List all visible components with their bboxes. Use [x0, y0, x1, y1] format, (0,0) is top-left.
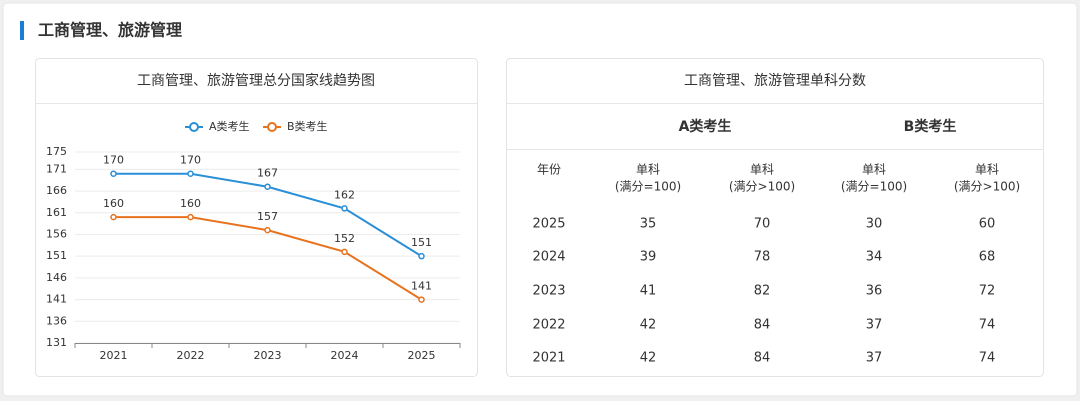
chart-title: 工商管理、旅游管理总分国家线趋势图: [137, 72, 375, 89]
table-cell: 2025: [532, 217, 565, 232]
y-tick-label: 131: [46, 336, 67, 349]
table-cell: 39: [640, 250, 657, 265]
table-cell: 42: [640, 351, 657, 366]
group-header: B类考生: [904, 118, 957, 135]
point: [110, 170, 117, 177]
column-header: 单科: [975, 163, 999, 177]
x-tick-label: 2021: [100, 349, 128, 362]
data-label: 157: [257, 210, 278, 223]
y-tick-label: 175: [46, 145, 67, 158]
table-cell: 74: [979, 351, 996, 366]
table-cell: 2023: [532, 284, 565, 299]
point: [187, 170, 194, 177]
table-panel: [506, 58, 1044, 377]
table-cell: 72: [979, 284, 996, 299]
table-cell: 68: [979, 250, 996, 265]
table-cell: 78: [754, 250, 771, 265]
column-header: 单科: [862, 163, 886, 177]
point: [264, 226, 271, 234]
table-cell: 82: [754, 284, 771, 299]
column-header: (满分=100): [615, 180, 681, 194]
table-cell: 2022: [532, 318, 565, 333]
y-tick-label: 141: [46, 293, 67, 306]
table-cell: 36: [866, 284, 883, 299]
table-cell: 70: [754, 217, 771, 232]
section-title: 工商管理、旅游管理: [38, 21, 182, 40]
point: [187, 213, 194, 221]
point: [418, 252, 425, 260]
table-cell: 74: [979, 318, 996, 333]
data-label: 152: [334, 232, 355, 245]
point: [341, 205, 348, 212]
data-label: 170: [180, 154, 201, 167]
data-label: 160: [103, 197, 124, 210]
y-tick-label: 161: [46, 206, 67, 219]
column-header: 单科: [750, 163, 774, 177]
table-cell: 41: [640, 284, 657, 299]
table-cell: 60: [979, 217, 996, 232]
y-tick-label: 146: [46, 271, 67, 284]
table-cell: 2021: [532, 351, 565, 366]
x-tick-label: 2022: [177, 349, 205, 362]
data-label: 160: [180, 197, 201, 210]
y-tick-label: 156: [46, 227, 67, 240]
table-cell: 37: [866, 318, 883, 333]
point: [110, 213, 117, 221]
x-tick-label: 2023: [254, 349, 282, 362]
legend-label: A类考生: [209, 119, 250, 133]
data-label: 167: [257, 167, 278, 180]
table-cell: 35: [640, 217, 657, 232]
data-label: 141: [411, 280, 432, 293]
group-header: A类考生: [679, 118, 732, 135]
y-tick-label: 166: [46, 184, 67, 197]
data-label: 170: [103, 154, 124, 167]
table-cell: 42: [640, 318, 657, 333]
table-cell: 84: [754, 351, 771, 366]
x-tick-label: 2024: [331, 349, 359, 362]
legend-icon: [267, 122, 277, 132]
column-header: (满分>100): [954, 180, 1020, 194]
table-cell: 2024: [532, 250, 565, 265]
x-tick-label: 2025: [408, 349, 436, 362]
title-bar: [20, 21, 24, 40]
y-tick-label: 171: [46, 162, 67, 175]
data-label: 162: [334, 188, 355, 201]
chart-panel: [35, 58, 478, 377]
column-header: 年份: [537, 163, 561, 177]
point: [264, 183, 271, 190]
table-cell: 37: [866, 351, 883, 366]
legend-icon: [189, 122, 199, 132]
y-tick-label: 136: [46, 314, 67, 327]
table-title: 工商管理、旅游管理单科分数: [684, 73, 866, 89]
column-header: (满分=100): [841, 180, 907, 194]
data-label: 151: [411, 236, 432, 249]
y-tick-label: 151: [46, 249, 67, 262]
legend-label: B类考生: [287, 119, 328, 133]
column-header: (满分>100): [729, 180, 795, 194]
table-cell: 30: [866, 217, 883, 232]
point: [341, 248, 348, 256]
table-cell: 84: [754, 318, 771, 333]
column-header: 单科: [636, 163, 660, 177]
point: [418, 296, 425, 303]
table-cell: 34: [866, 250, 883, 265]
